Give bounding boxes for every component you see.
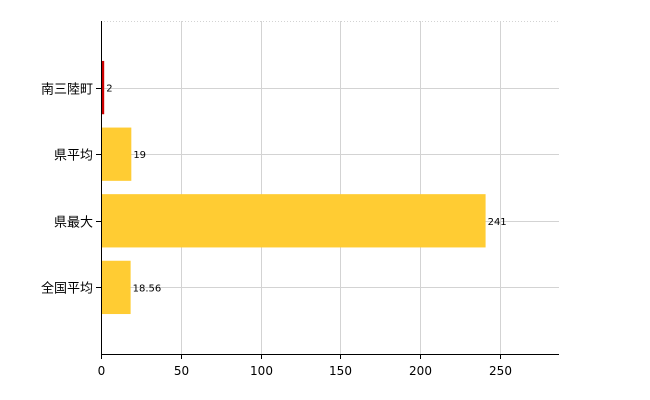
- bar-0: [101, 60, 105, 115]
- x-tick-label-100: 100: [250, 364, 273, 378]
- data-label-0: 2: [106, 84, 112, 95]
- x-tick-label-150: 150: [329, 364, 352, 378]
- bar-1: [101, 127, 132, 181]
- x-tick-label-50: 50: [174, 364, 189, 378]
- bar-3: [101, 260, 131, 315]
- bars: [101, 60, 486, 315]
- category-label-1: 県平均: [54, 149, 93, 164]
- x-tick-label-0: 0: [98, 364, 106, 378]
- bar-2: [101, 194, 486, 248]
- axes: [96, 21, 559, 359]
- data-label-3: 18.56: [133, 283, 162, 294]
- data-label-1: 19: [133, 150, 146, 161]
- data-label-2: 241: [488, 217, 507, 228]
- category-label-3: 全国平均: [41, 281, 93, 297]
- grid-lines: [101, 21, 559, 354]
- category-label-0: 南三陸町: [41, 82, 93, 98]
- x-tick-label-250: 250: [489, 364, 512, 378]
- x-tick-label-200: 200: [409, 364, 432, 378]
- category-label-2: 県最大: [54, 216, 93, 231]
